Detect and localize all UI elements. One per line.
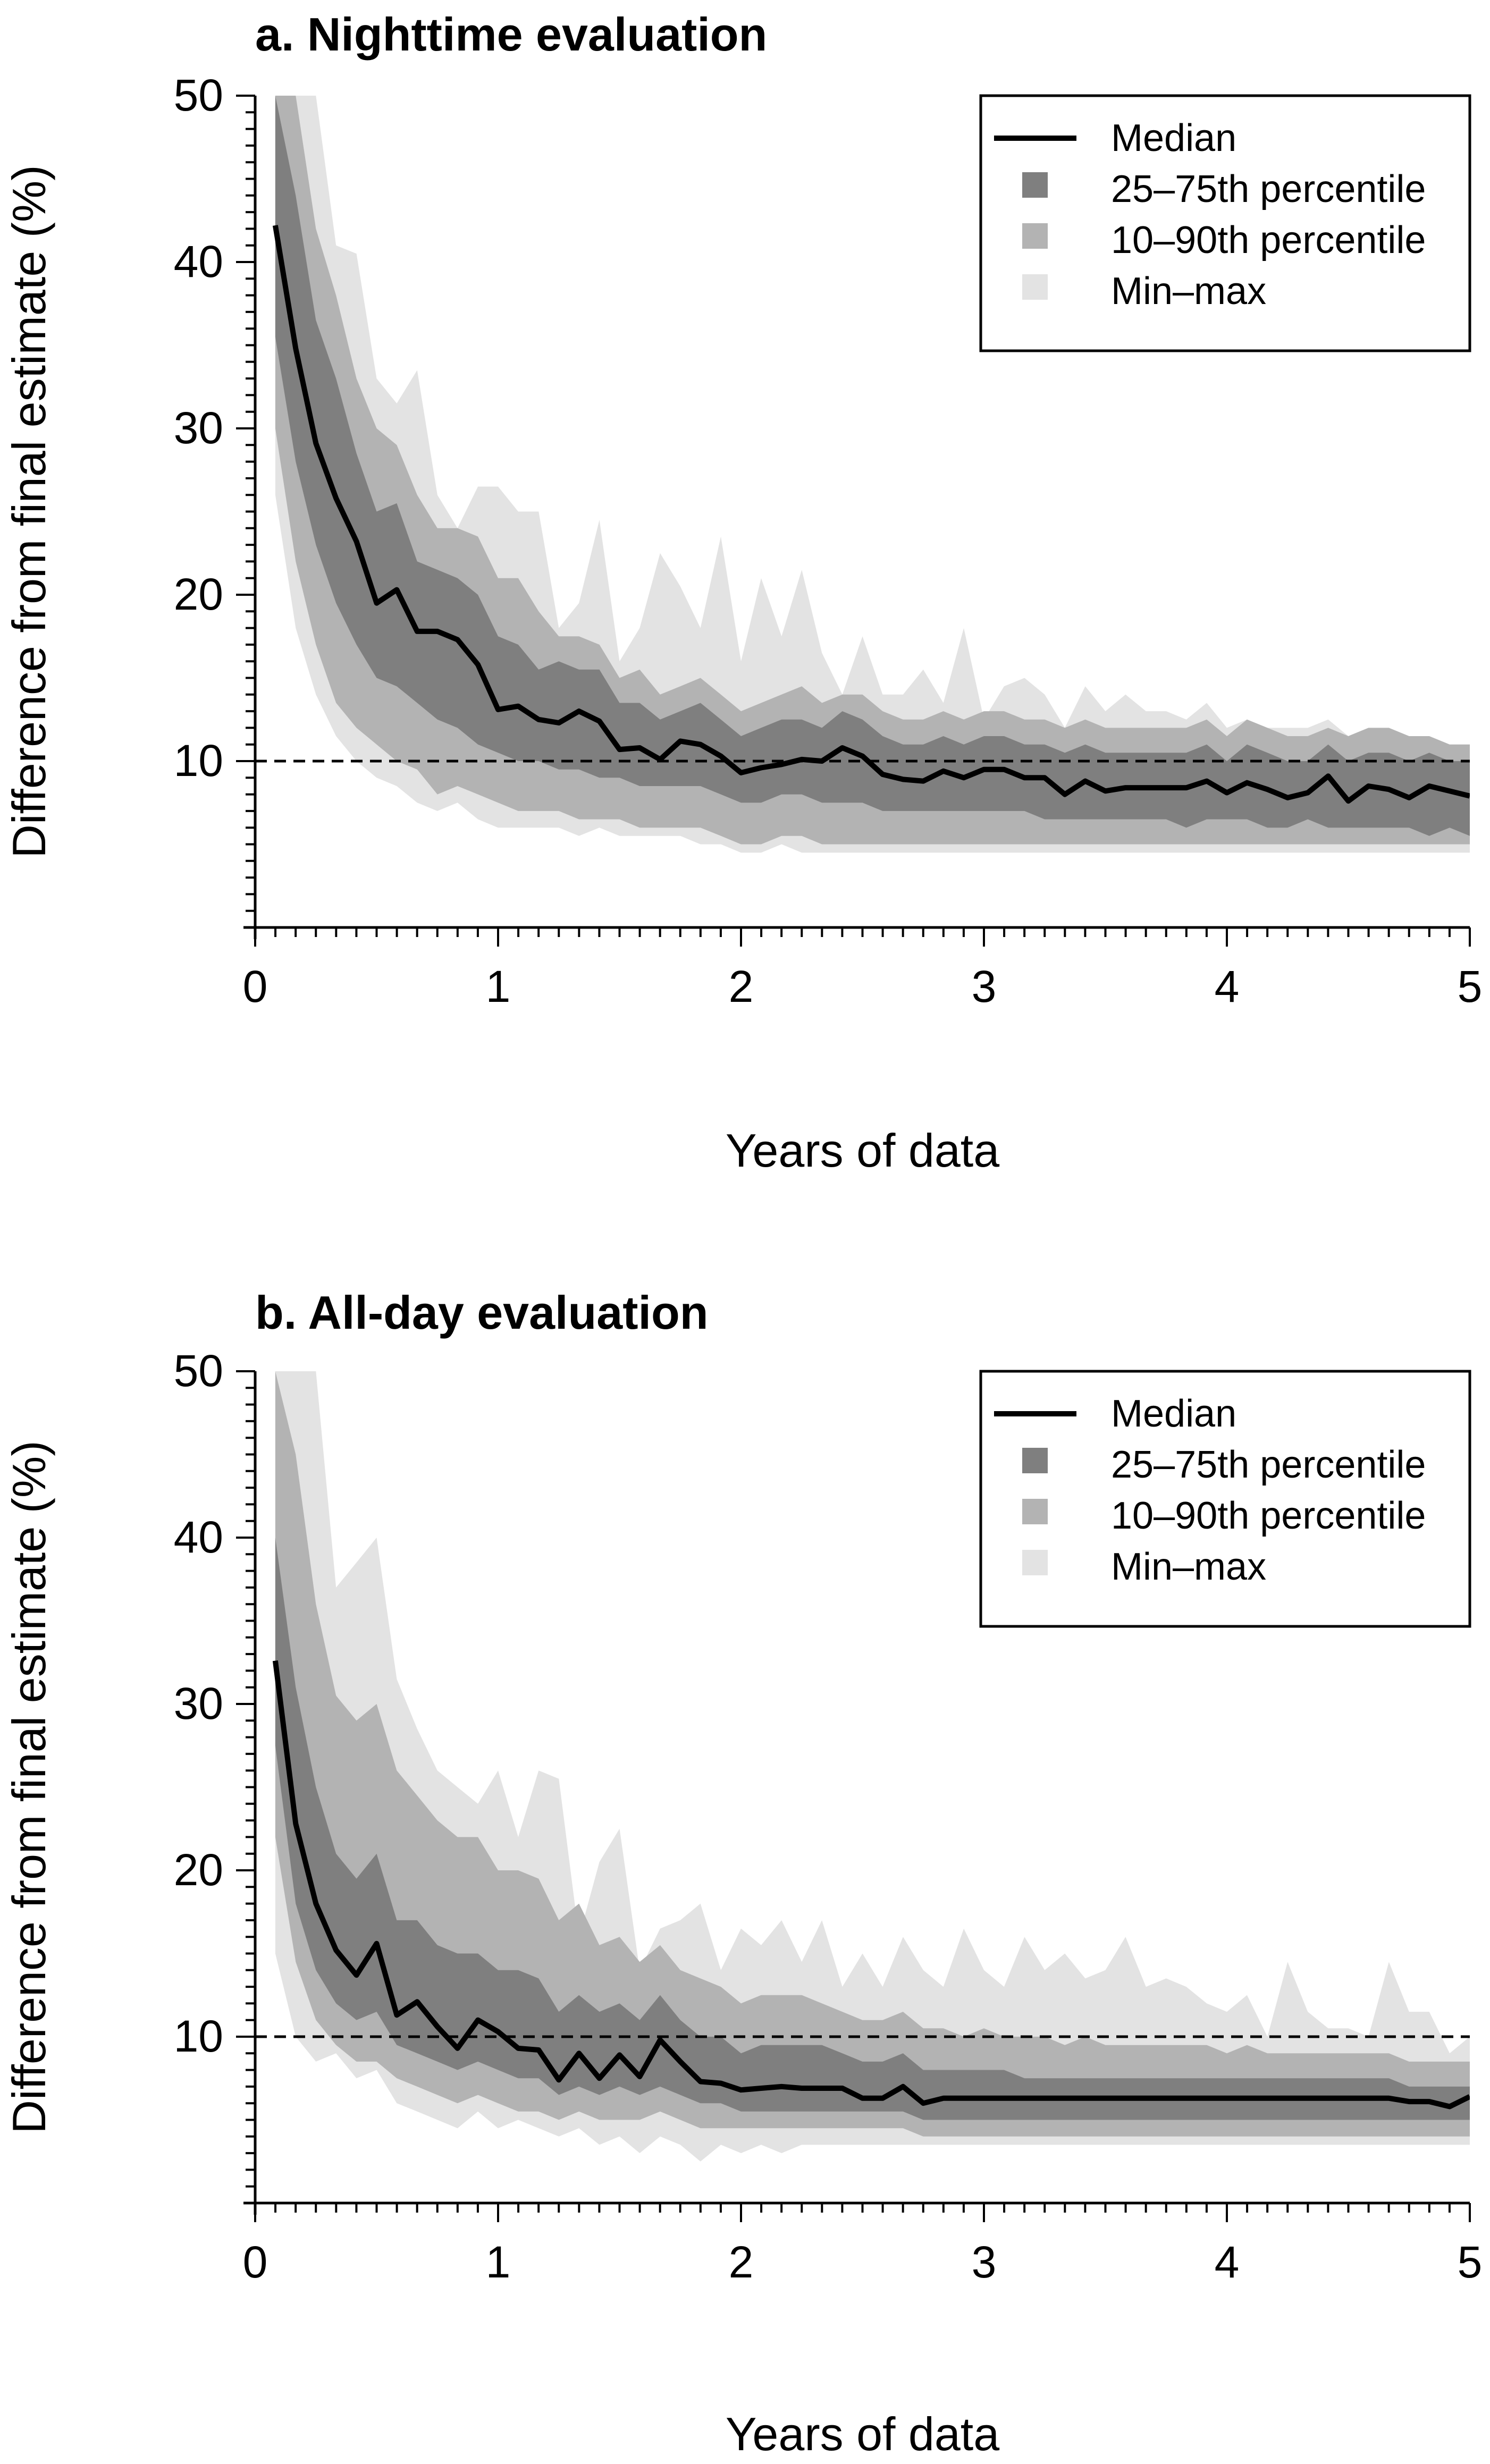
y-tick-label: 40 (174, 237, 223, 286)
x-tick-label: 5 (1458, 2237, 1483, 2287)
legend-label: Min–max (1111, 1546, 1266, 1588)
y-tick-label: 10 (174, 2011, 223, 2061)
legend: Median 25–75th percentile 10–90th percenti… (979, 1370, 1471, 1628)
legend-label: Median (1111, 1393, 1236, 1435)
legend-label: Min–max (1111, 270, 1266, 313)
y-tick-label: 20 (174, 1845, 223, 1895)
x-tick-label: 1 (486, 961, 511, 1011)
panel-title: a. Nighttime evaluation (255, 8, 767, 61)
median-line (272, 1660, 1470, 2109)
y-axis-title: Difference from final estimate (%) (3, 1440, 55, 2133)
panel-b: 10 20 30 40 50 0 1 2 3 4 5 b. All-day evaluation Yea… (3, 1286, 1482, 2460)
x-tick-label: 4 (1215, 2237, 1240, 2287)
x-tick-label: 4 (1215, 961, 1240, 1011)
legend-label: 10–90th percentile (1111, 1495, 1426, 1537)
y-tick-label: 30 (174, 403, 223, 453)
legend-band-swatch (1022, 1499, 1048, 1524)
x-axis-title: Years of data (726, 2408, 999, 2460)
legend-label: Median (1111, 117, 1236, 159)
legend-band-swatch (1022, 1448, 1048, 1473)
legend-band-swatch (1022, 223, 1048, 249)
band-10-90 (275, 1371, 1470, 2137)
x-tick-label: 2 (729, 2237, 754, 2287)
y-tick-label: 40 (174, 1512, 223, 1562)
legend-band-swatch (1022, 172, 1048, 198)
plot-area (255, 96, 1470, 853)
x-tick-label: 0 (243, 961, 268, 1011)
panel-a: 10 20 30 40 50 0 1 2 3 4 5 a. Nighttime evaluation Y… (3, 8, 1482, 1177)
plot-area (255, 1371, 1470, 2162)
x-tick-label: 5 (1458, 961, 1483, 1011)
legend-label: 10–90th percentile (1111, 219, 1426, 261)
y-tick-label: 20 (174, 569, 223, 619)
x-tick-label: 2 (729, 961, 754, 1011)
x-axis-title: Years of data (726, 1124, 999, 1177)
x-tick-label: 3 (972, 961, 997, 1011)
median-line (272, 225, 1470, 804)
legend-band-swatch (1022, 274, 1048, 300)
panel-title: b. All-day evaluation (255, 1286, 708, 1339)
y-axis-title: Difference from final estimate (%) (3, 165, 55, 858)
x-tick-label: 3 (972, 2237, 997, 2287)
x-tick-label: 1 (486, 2237, 511, 2287)
y-tick-label: 50 (174, 70, 223, 120)
y-tick-label: 10 (174, 736, 223, 786)
x-tick-label: 0 (243, 2237, 268, 2287)
y-tick-label: 30 (174, 1678, 223, 1728)
legend: Median 25–75th percentile 10–90th percenti… (979, 94, 1471, 352)
legend-band-swatch (1022, 1550, 1048, 1575)
y-tick-label: 50 (174, 1346, 223, 1396)
legend-label: 25–75th percentile (1111, 1444, 1426, 1486)
band-10-90 (275, 96, 1470, 845)
legend-label: 25–75th percentile (1111, 168, 1426, 210)
